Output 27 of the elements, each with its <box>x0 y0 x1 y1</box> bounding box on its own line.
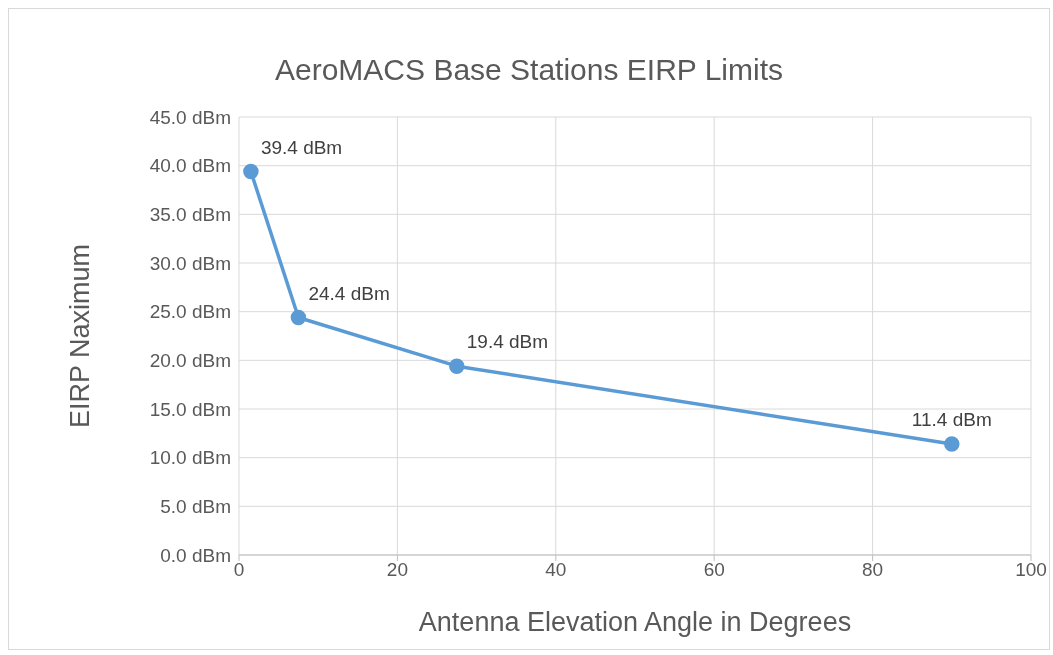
data-label: 39.4 dBm <box>260 136 343 158</box>
y-tick-label: 0.0 dBm <box>160 544 231 566</box>
chart-title: AeroMACS Base Stations EIRP Limits <box>274 53 784 87</box>
y-tick-label: 30.0 dBm <box>149 252 231 274</box>
y-tick-label: 40.0 dBm <box>149 155 231 177</box>
data-label: 11.4 dBm <box>911 409 992 431</box>
y-tick-label: 20.0 dBm <box>149 350 231 372</box>
data-label: 19.4 dBm <box>466 331 549 353</box>
x-tick-label: 80 <box>862 559 884 581</box>
x-tick-label: 40 <box>545 559 567 581</box>
x-tick-label: 60 <box>703 559 725 581</box>
x-tick-label: 100 <box>1015 559 1047 581</box>
y-tick-label: 10.0 dBm <box>149 447 231 469</box>
y-tick-label: 35.0 dBm <box>149 204 231 226</box>
y-tick-label: 15.0 dBm <box>149 398 231 420</box>
y-axis-title: EIRP Naximum <box>64 243 95 429</box>
point <box>243 163 259 180</box>
point <box>944 436 960 452</box>
x-tick-label: 20 <box>386 559 408 581</box>
y-tick-label: 45.0 dBm <box>149 106 231 128</box>
x-tick-label: 0 <box>233 559 245 581</box>
data-label: 24.4 dBm <box>308 282 390 304</box>
point <box>449 358 465 374</box>
point <box>290 309 307 326</box>
x-axis-title: Antenna Elevation Angle in Degrees <box>418 607 852 637</box>
y-tick-label: 5.0 dBm <box>160 496 231 518</box>
y-tick-label: 25.0 dBm <box>149 301 231 323</box>
